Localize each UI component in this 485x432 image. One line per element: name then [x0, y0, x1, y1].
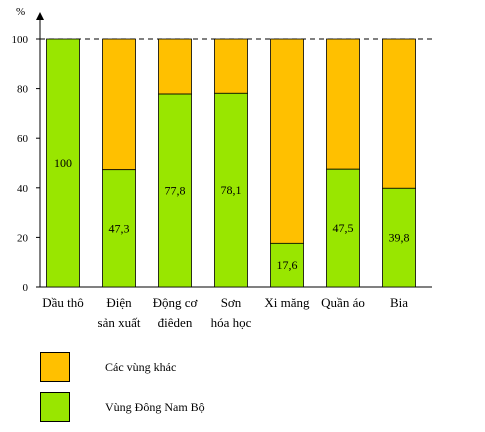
bar-value-label: 47,5 [333, 221, 354, 235]
bar-southeast-region [102, 169, 136, 288]
x-category-label: Xi măng [264, 295, 310, 310]
bar-other-regions [214, 38, 248, 94]
y-tick-label: 20 [17, 232, 29, 244]
bar-other-regions [158, 38, 192, 95]
y-tick-label: 40 [17, 183, 29, 195]
y-tick-label: 80 [17, 84, 29, 96]
bar-other-regions [382, 38, 416, 189]
bar-other-regions [270, 38, 304, 244]
x-category-label: sản xuất [98, 315, 141, 330]
x-category-label: Bia [390, 295, 408, 310]
legend-swatch-other-regions [40, 352, 70, 382]
x-category-label: điêden [158, 315, 193, 330]
legend-label-other-regions: Các vùng khác [105, 360, 177, 374]
bar-southeast-region [214, 92, 248, 288]
bar-other-regions [102, 38, 136, 171]
legend-swatch-southeast-region [40, 392, 70, 422]
bar-southeast-region [326, 168, 360, 288]
y-axis-unit: % [16, 6, 25, 18]
bar-other-regions [326, 38, 360, 170]
x-category-label: hóa học [211, 315, 252, 330]
y-axis-arrow [36, 12, 44, 20]
bar-southeast-region [270, 242, 304, 288]
legend-label-southeast-region: Vùng Đông Nam Bộ [105, 400, 205, 414]
bar-value-label: 17,6 [277, 258, 298, 272]
y-tick-label: 100 [12, 34, 29, 46]
bar-value-label: 78,1 [221, 183, 242, 197]
bar-southeast-region [382, 187, 416, 288]
y-tick-label: 0 [23, 282, 29, 294]
bar-value-label: 77,8 [165, 184, 186, 198]
bar-southeast-region [46, 38, 80, 288]
bar-southeast-region [158, 93, 192, 288]
x-category-label: Dầu thô [42, 295, 84, 310]
bar-value-label: 47,3 [109, 221, 130, 235]
x-category-label: Sơn [221, 295, 242, 310]
y-tick-label: 60 [17, 133, 29, 145]
x-category-label: Động cơ [153, 295, 199, 310]
x-category-label: Quần áo [321, 295, 365, 310]
legend-item-southeast-region: Vùng Đông Nam Bộ [40, 392, 340, 432]
bar-value-label: 100 [54, 156, 72, 170]
x-category-label: Điện [106, 295, 132, 310]
bar-value-label: 39,8 [389, 231, 410, 245]
legend-item-other-regions: Các vùng khác [40, 352, 340, 392]
